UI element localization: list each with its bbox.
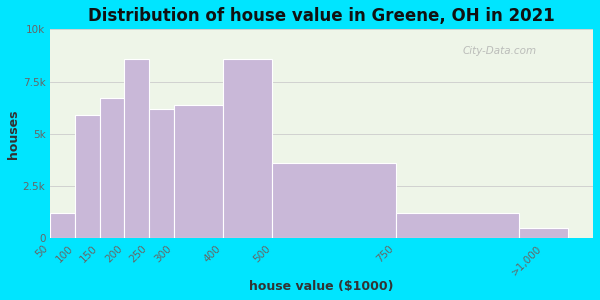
Text: City-Data.com: City-Data.com <box>463 46 537 56</box>
Bar <box>519 228 568 238</box>
Bar <box>223 58 272 238</box>
Bar <box>124 58 149 238</box>
Bar <box>75 115 100 238</box>
Y-axis label: houses: houses <box>7 109 20 158</box>
Bar <box>100 98 124 238</box>
Bar <box>396 213 519 238</box>
X-axis label: house value ($1000): house value ($1000) <box>250 280 394 293</box>
Bar <box>50 213 75 238</box>
Bar <box>173 104 223 238</box>
Bar <box>272 163 396 238</box>
Bar <box>149 109 173 238</box>
Title: Distribution of house value in Greene, OH in 2021: Distribution of house value in Greene, O… <box>88 7 555 25</box>
